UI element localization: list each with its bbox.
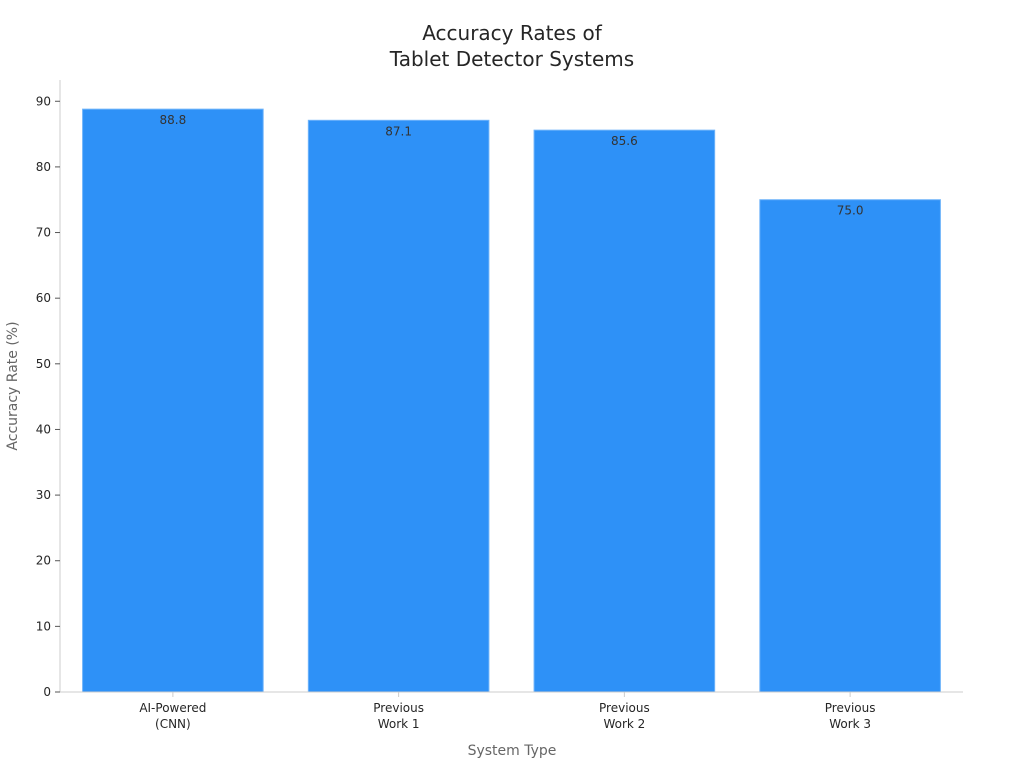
chart-title: Accuracy Rates of Tablet Detector System…	[389, 21, 634, 71]
bar-1	[307, 119, 490, 693]
y-tick-label-5: 50	[36, 357, 51, 371]
x-tick-label-3-line-0: Previous	[825, 701, 876, 715]
y-tick-label-2: 20	[36, 554, 51, 568]
bar-value-label-3: 75.0	[837, 204, 864, 218]
x-tick-label-2-line-1: Work 2	[603, 717, 645, 731]
y-tick-label-1: 10	[36, 619, 51, 633]
bar-3	[759, 199, 941, 693]
bar-value-label-0: 88.8	[160, 113, 187, 127]
y-axis-ticks: 0 10 20 30 40 50 60 70 80 90	[36, 94, 60, 699]
y-tick-label-6: 60	[36, 291, 51, 305]
x-tick-label-0-line-0: AI-Powered	[139, 701, 206, 715]
y-tick-label-8: 80	[36, 160, 51, 174]
chart-title-line-2: Tablet Detector Systems	[389, 47, 634, 71]
bar-value-label-2: 85.6	[611, 134, 638, 148]
x-tick-label-1-line-1: Work 1	[378, 717, 420, 731]
bar-0	[82, 108, 264, 693]
value-labels: 88.8 87.1 85.6 75.0	[160, 113, 864, 218]
y-tick-label-0: 0	[43, 685, 51, 699]
bar-series	[82, 108, 941, 693]
x-tick-label-2-line-0: Previous	[599, 701, 650, 715]
y-tick-label-9: 90	[36, 94, 51, 108]
bar-2	[533, 129, 716, 693]
y-tick-label-7: 70	[36, 226, 51, 240]
bar-value-label-1: 87.1	[385, 124, 412, 138]
x-axis-label: System Type	[468, 743, 557, 759]
y-axis-label: Accuracy Rate (%)	[5, 321, 21, 450]
x-tick-label-0-line-1: (CNN)	[155, 717, 191, 731]
x-axis-ticks: AI-Powered (CNN) Previous Work 1 Previous Wor…	[139, 692, 875, 731]
chart-title-line-1: Accuracy Rates of	[422, 21, 603, 45]
x-tick-label-3-line-1: Work 3	[829, 717, 871, 731]
y-tick-label-3: 30	[36, 488, 51, 502]
y-tick-label-4: 40	[36, 422, 51, 436]
x-tick-label-1-line-0: Previous	[373, 701, 424, 715]
